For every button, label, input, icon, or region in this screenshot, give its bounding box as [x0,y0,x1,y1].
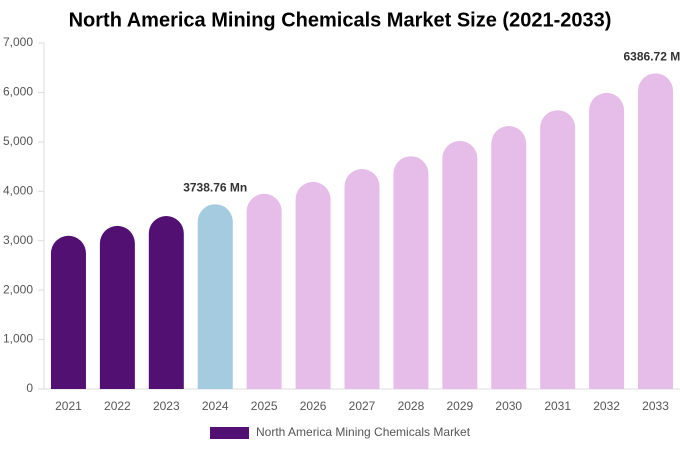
bar [491,126,527,389]
chart-title: North America Mining Chemicals Market Si… [69,9,612,31]
x-tick-label: 2032 [593,399,620,413]
bar [50,235,86,389]
y-tick-label: 4,000 [3,183,33,197]
x-tick-label: 2021 [55,399,82,413]
y-tick-label: 1,000 [3,332,33,346]
value-label: 6386.72 Mn [624,49,680,63]
y-tick-label: 6,000 [3,85,33,99]
bar [393,156,429,389]
y-tick-label: 5,000 [3,134,33,148]
bar [197,204,233,389]
y-tick-label: 3,000 [3,233,33,247]
x-tick-label: 2030 [495,399,522,413]
bar [295,181,331,389]
bar [99,225,135,389]
y-tick-label: 2,000 [3,282,33,296]
bar [638,73,674,390]
y-tick-label: 7,000 [3,35,33,49]
x-tick-label: 2027 [349,399,376,413]
bar [148,216,184,389]
x-tick-label: 2031 [544,399,571,413]
y-tick-label: 0 [26,381,33,395]
x-tick-label: 2023 [153,399,180,413]
x-tick-label: 2029 [446,399,473,413]
x-tick-label: 2024 [202,399,229,413]
legend-swatch [210,427,249,439]
bar [589,92,625,390]
x-tick-label: 2033 [642,399,669,413]
x-tick-label: 2022 [104,399,131,413]
bar [540,110,576,390]
x-tick-label: 2025 [251,399,278,413]
x-tick-label: 2026 [300,399,327,413]
bar [344,169,380,389]
bar [246,193,282,389]
legend-label: North America Mining Chemicals Market [256,425,471,439]
value-label: 3738.76 Mn [183,180,247,194]
x-tick-label: 2028 [398,399,425,413]
bar [442,140,478,389]
